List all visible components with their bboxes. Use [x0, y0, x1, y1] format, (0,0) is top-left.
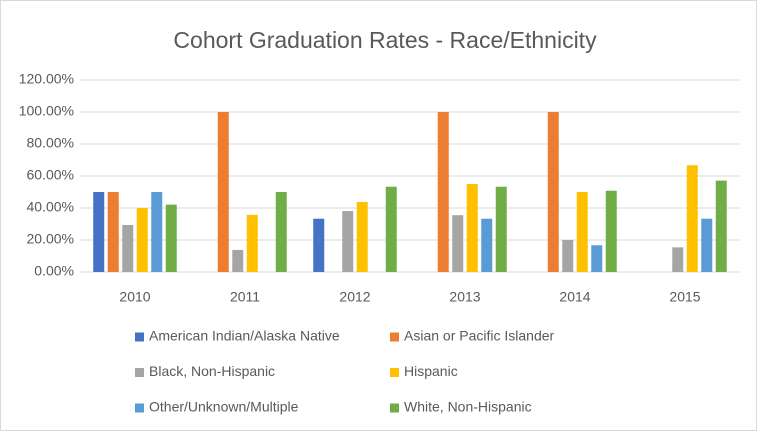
bar: [342, 211, 354, 272]
x-tick-label: 2013: [449, 289, 480, 305]
bar: [385, 186, 397, 272]
y-tick-label: 120.00%: [19, 71, 74, 87]
bar: [452, 215, 464, 272]
bar: [562, 240, 574, 272]
bar: [122, 224, 134, 272]
x-tick-label: 2010: [119, 289, 150, 305]
bar: [93, 192, 105, 272]
bar: [715, 180, 727, 272]
y-tick-label: 20.00%: [27, 231, 74, 247]
bar: [481, 218, 493, 272]
bar: [151, 192, 163, 272]
bar: [313, 218, 325, 272]
legend-label: Black, Non-Hispanic: [149, 363, 275, 379]
chart-title: Cohort Graduation Rates - Race/Ethnicity: [173, 27, 597, 53]
y-tick-label: 0.00%: [34, 263, 74, 279]
y-tick-label: 60.00%: [27, 167, 74, 183]
bar: [605, 190, 617, 272]
bar: [217, 112, 229, 272]
x-tick-label: 2015: [669, 289, 700, 305]
legend-label: Asian or Pacific Islander: [404, 328, 555, 344]
y-tick-label: 40.00%: [27, 199, 74, 215]
bar: [246, 214, 258, 272]
legend-swatch: [135, 332, 144, 342]
bar: [701, 218, 713, 272]
legend-swatch: [135, 403, 144, 413]
bar: [591, 245, 603, 272]
bar: [547, 112, 559, 272]
bar: [576, 192, 588, 272]
bar: [356, 201, 368, 272]
legend-label: White, Non-Hispanic: [404, 399, 532, 415]
bar: [165, 204, 177, 272]
legend-swatch: [135, 368, 144, 377]
y-tick-label: 80.00%: [27, 135, 74, 151]
legend-label: American Indian/Alaska Native: [149, 328, 340, 344]
bar: [275, 192, 287, 272]
y-tick-label: 100.00%: [19, 103, 74, 119]
legend-swatch: [390, 403, 399, 413]
bar: [466, 184, 478, 272]
legend-label: Other/Unknown/Multiple: [149, 399, 299, 415]
bar: [437, 112, 449, 272]
bar: [686, 165, 698, 272]
x-tick-label: 2014: [559, 289, 590, 305]
bar: [672, 247, 684, 272]
bar: [232, 249, 244, 272]
legend-swatch: [390, 368, 399, 377]
bar: [495, 186, 507, 272]
bar: [107, 192, 119, 272]
x-tick-label: 2012: [339, 289, 370, 305]
bar: [136, 208, 148, 272]
x-tick-label: 2011: [230, 289, 260, 305]
legend-label: Hispanic: [404, 363, 458, 379]
legend-swatch: [390, 332, 399, 342]
